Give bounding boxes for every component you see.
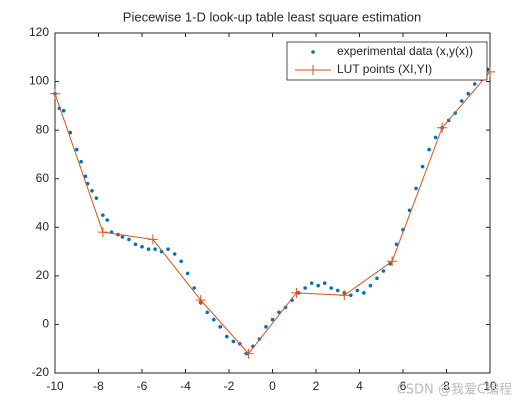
x-tick-label: -2: [224, 379, 235, 393]
y-tick-label: 40: [36, 219, 50, 233]
data-point: [472, 82, 477, 86]
data-point: [414, 186, 418, 191]
data-point: [218, 325, 223, 329]
data-point: [90, 189, 94, 193]
lut-marker: [50, 88, 60, 99]
data-point: [303, 286, 307, 290]
data-point: [94, 196, 99, 200]
x-tick-label: -4: [180, 379, 191, 393]
y-tick-label: 20: [36, 268, 50, 282]
data-point: [231, 339, 236, 344]
legend-box: [286, 41, 488, 81]
lut-marker: [97, 227, 108, 238]
data-point: [466, 91, 471, 96]
data-point: [264, 325, 268, 329]
x-tick-label: -8: [93, 379, 104, 393]
watermark: CSDN @我爱C编程: [397, 383, 512, 398]
y-tick-label: 120: [29, 25, 49, 39]
x-tick-label: 8: [443, 379, 450, 393]
data-point: [381, 269, 386, 273]
x-tick-label: 4: [356, 379, 363, 393]
lut-marker: [243, 348, 254, 359]
data-point: [394, 242, 399, 247]
data-point: [185, 271, 190, 276]
data-point: [368, 283, 373, 288]
lut-marker: [291, 287, 302, 298]
data-point: [120, 235, 125, 239]
data-point: [159, 249, 164, 254]
data-point: [153, 247, 157, 251]
data-point: [329, 286, 334, 290]
data-point: [83, 174, 88, 179]
legend-label: experimental data (x,y(x)): [337, 44, 473, 58]
data-point: [211, 317, 216, 322]
data-point: [192, 286, 196, 290]
data-point: [433, 135, 438, 140]
x-tick-label: -6: [137, 379, 148, 393]
y-tick-label: 80: [36, 122, 50, 136]
legend-marker: [311, 50, 315, 54]
data-point: [335, 288, 340, 293]
legend-label: LUT points (XI,YI): [337, 62, 432, 76]
data-point: [270, 317, 275, 322]
data-point: [355, 288, 360, 293]
plot-area: [54, 32, 491, 374]
data-point: [61, 108, 66, 113]
lut-marker: [437, 122, 448, 133]
lut-marker: [339, 290, 350, 301]
data-point: [388, 261, 392, 266]
data-point: [172, 252, 177, 256]
data-point: [375, 276, 379, 281]
data-point: [166, 247, 170, 251]
x-tick-label: 10: [483, 379, 497, 393]
x-tick-label: 0: [269, 379, 276, 393]
data-point: [146, 247, 151, 251]
data-point: [68, 130, 73, 135]
lut-marker: [147, 234, 158, 245]
lut-marker: [387, 256, 398, 267]
chart-title: Piecewise 1-D look-up table least square…: [123, 9, 421, 24]
data-point: [127, 237, 131, 242]
data-point: [362, 291, 366, 295]
data-point: [420, 164, 425, 169]
data-point: [133, 242, 138, 247]
lut-marker: [195, 295, 206, 306]
data-point: [74, 147, 79, 152]
lut-line: [54, 71, 491, 355]
data-point: [140, 244, 144, 249]
data-point: [349, 293, 353, 298]
x-tick-label: 2: [313, 379, 320, 393]
y-tick-label: 0: [42, 317, 49, 331]
data-point: [79, 159, 83, 164]
data-point: [225, 334, 229, 339]
y-tick-label: -20: [32, 365, 50, 379]
data-point: [427, 147, 431, 152]
data-point: [309, 281, 314, 285]
y-tick-label: 60: [36, 171, 50, 185]
data-point: [205, 310, 210, 315]
x-tick-label: -10: [46, 379, 64, 393]
x-tick-label: 6: [400, 379, 407, 393]
y-tick-label: 100: [29, 74, 49, 88]
data-point: [316, 283, 320, 288]
data-point: [459, 99, 464, 103]
lut-marker: [308, 65, 318, 75]
data-point: [322, 281, 327, 285]
data-point: [101, 213, 105, 217]
data-point: [105, 218, 109, 222]
data-point: [179, 259, 183, 264]
